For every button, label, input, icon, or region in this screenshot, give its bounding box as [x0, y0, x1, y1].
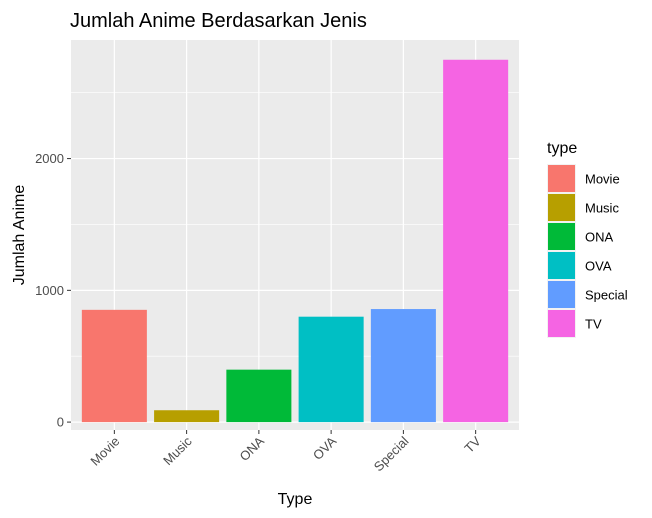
legend-items: Movie Music ONA OVA Special TV: [547, 164, 628, 338]
legend-swatch-tv: [548, 310, 575, 337]
chart-title: Jumlah Anime Berdasarkan Jenis: [70, 10, 367, 32]
legend-swatch-movie: [548, 165, 575, 192]
legend-swatch-ona: [548, 223, 575, 250]
x-axis-title: Type: [278, 491, 313, 508]
legend-swatch-special: [548, 281, 575, 308]
x-tick-label: Movie: [87, 434, 122, 469]
x-tick-label: Music: [160, 433, 195, 468]
y-tick-label: 1000: [35, 283, 64, 298]
y-axis: 0 1000 2000: [35, 151, 71, 430]
y-tick-label: 2000: [35, 151, 64, 166]
bar-special: [370, 309, 436, 423]
x-tick-label: OVA: [310, 433, 340, 463]
bar-ova: [298, 316, 364, 423]
y-axis-title: Jumlah Anime: [11, 185, 28, 286]
bar-movie: [81, 309, 147, 423]
x-tick-label: Special: [371, 433, 412, 474]
legend-label: Music: [585, 201, 619, 216]
legend-label: Movie: [585, 172, 620, 187]
x-tick-label: TV: [461, 433, 484, 456]
bar-music: [154, 410, 220, 423]
legend-label: ONA: [585, 230, 614, 245]
bar-tv: [443, 59, 509, 423]
x-tick-label: ONA: [236, 433, 267, 464]
legend-label: OVA: [585, 259, 612, 274]
y-tick-label: 0: [57, 415, 64, 430]
bar-ona: [226, 369, 292, 423]
x-axis: Movie Music ONA OVA Special TV: [87, 430, 484, 474]
bars-layer: [81, 59, 509, 423]
legend-label: Special: [585, 288, 628, 303]
legend-swatch-ova: [548, 252, 575, 279]
legend-swatch-music: [548, 194, 575, 221]
legend-label: TV: [585, 317, 602, 332]
legend-title: type: [547, 140, 577, 157]
legend: type Movie Music ONA OVA Special TV: [547, 140, 628, 338]
